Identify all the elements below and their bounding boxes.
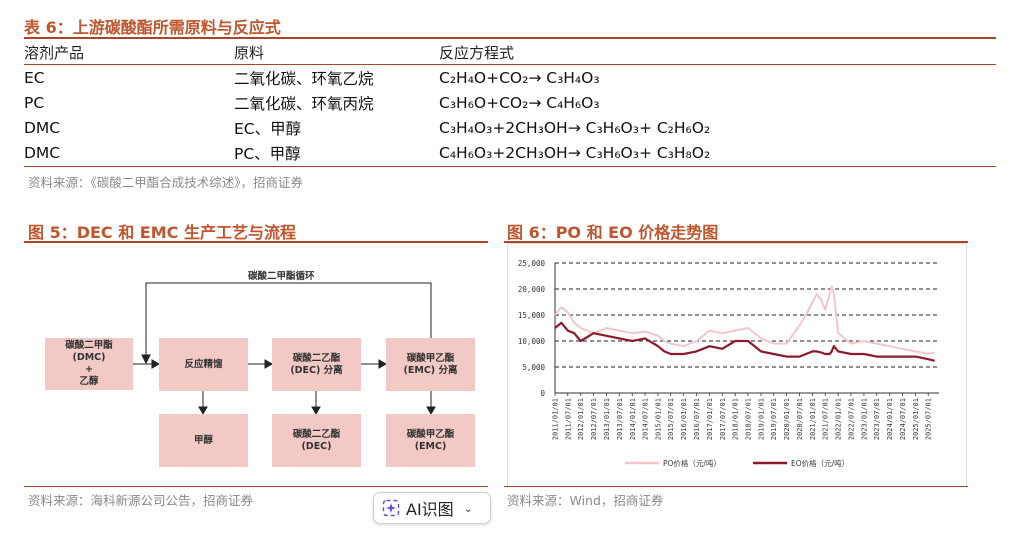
table-header-row: 溶剂产品 原料 反应方程式 [24,40,996,64]
dec-separation-box: 碳酸二乙酯 (DEC) 分离 [272,338,361,391]
arrow-head [311,406,321,416]
cell-product: DMC [24,118,61,137]
x-tick-label: 2018/07/01 [744,398,752,440]
dec-product-box: 碳酸二乙酯 (DEC) [272,414,361,467]
x-tick-label: 2018/01/01 [732,398,740,440]
x-tick-label: 2017/01/01 [706,398,714,440]
legend-label-eo: EO价格（元/吨） [791,458,849,468]
emc-separation-box: 碳酸甲乙酯 (EMC) 分离 [386,338,475,391]
arrow-head [198,406,208,416]
cell-product: DMC [24,143,61,162]
cell-materials: PC、甲醇 [234,144,301,163]
x-tick-label: 2021/07/01 [822,398,830,440]
x-tick-label: 2022/01/01 [835,398,843,440]
methanol-box: 甲醇 [159,414,248,467]
x-tick-label: 2015/01/01 [654,398,662,440]
x-tick-label: 2017/07/01 [719,398,727,440]
x-tick-label: 2020/07/01 [796,398,804,440]
arrow-head [426,406,436,416]
x-tick-label: 2015/07/01 [667,398,675,440]
figure6-top-rule [504,241,968,243]
x-tick-label: 2019/07/01 [770,398,778,440]
loop-label: 碳酸二甲酯循环 [248,271,315,282]
loop-arrowhead [141,354,151,365]
col-header-product: 溶剂产品 [24,43,85,62]
x-tick-label: 2024/07/01 [899,398,907,440]
col-header-materials: 原料 [234,43,265,62]
x-tick-label: 2025/01/01 [912,398,920,440]
table-bottom-rule [24,166,996,167]
chevron-down-icon: ⌄ [463,501,473,515]
feed-box: 碳酸二甲酯 (DMC) + 乙醇 [45,338,133,390]
x-tick-label: 2011/01/01 [552,398,560,440]
x-tick-label: 2016/07/01 [693,398,701,440]
arrow-head [378,359,388,369]
ai-button-label: AI识图 [406,500,454,519]
col-header-equation: 反应方程式 [439,43,515,62]
x-tick-label: 2020/01/01 [783,398,791,440]
figure6-bottom-rule [504,486,968,487]
x-tick-label: 2012/07/01 [590,398,598,440]
x-tick-label: 2013/07/01 [616,398,624,440]
x-tick-label: 2016/01/01 [680,398,688,440]
emc-product-box: 碳酸甲乙酯 (EMC) [386,414,475,467]
x-tick-label: 2013/01/01 [603,398,611,440]
y-tick-label: 15,000 [518,311,546,320]
y-tick-label: 0 [540,389,545,398]
table-row: PC 二氧化碳、环氧丙烷 C₃H₆O+CO₂→ C₄H₆O₃ [24,90,996,115]
figure5-source: 资料来源：海科新源公司公告，招商证券 [28,493,254,508]
figure6-source: 资料来源：Wind，招商证券 [507,493,664,508]
cell-materials: EC、甲醇 [234,119,302,138]
x-tick-label: 2021/01/01 [809,398,817,440]
x-tick-label: 2024/01/01 [886,398,894,440]
x-tick-label: 2014/01/01 [629,398,637,440]
loop-line [145,282,432,362]
figure5-bottom-rule [24,486,488,487]
table-source: 资料来源：《碳酸二甲酯合成技术综述》，招商证券 [28,175,304,190]
po-price-line [554,285,935,355]
table-title: 表 6：上游碳酸酯所需原料与反应式 [24,18,281,37]
y-tick-label: 20,000 [518,285,546,294]
x-tick-label: 2011/07/01 [564,398,572,440]
distill-box: 反应精馏 [159,338,248,391]
x-tick-label: 2025/07/01 [925,398,933,440]
table-row: DMC EC、甲醇 C₃H₄O₃+2CH₃OH→ C₃H₆O₃+ C₂H₆O₂ [24,115,996,140]
cell-materials: 二氧化碳、环氧乙烷 [234,69,374,88]
table-top-rule [24,37,996,39]
figure5-title: 图 5：DEC 和 EMC 生产工艺与流程 [28,223,296,242]
y-tick-label: 25,000 [518,259,546,268]
cell-equation: C₃H₆O+CO₂→ C₄H₆O₃ [439,93,600,112]
y-tick-label: 10,000 [518,337,546,346]
x-tick-label: 2023/01/01 [860,398,868,440]
cell-materials: 二氧化碳、环氧丙烷 [234,94,374,113]
figure6-title: 图 6：PO 和 EO 价格走势图 [507,223,719,242]
arrow-head [264,359,274,369]
reaction-table: 溶剂产品 原料 反应方程式 EC 二氧化碳、环氧乙烷 C₂H₄O+CO₂→ C₃… [24,40,996,165]
table-row: DMC PC、甲醇 C₄H₆O₃+2CH₃OH→ C₃H₆O₃+ C₃H₈O₂ [24,140,996,165]
y-tick-label: 5,000 [522,363,545,372]
figure5-top-rule [24,241,488,243]
cell-equation: C₂H₄O+CO₂→ C₃H₄O₃ [439,68,600,87]
table-row: EC 二氧化碳、环氧乙烷 C₂H₄O+CO₂→ C₃H₄O₃ [24,65,996,90]
arrow-head [151,359,161,369]
ai-sparkle-icon [382,499,400,517]
cell-product: EC [24,68,45,87]
x-tick-label: 2012/01/01 [577,398,585,440]
x-tick-label: 2023/07/01 [873,398,881,440]
eo-price-line [554,321,935,362]
legend-label-po: PO价格（元/吨） [663,458,721,468]
x-tick-label: 2019/01/01 [757,398,765,440]
ai-recognize-button[interactable]: AI识图 ⌄ [373,492,491,524]
price-chart: 0 5,000 10,000 15,000 20,000 25,000 2011/01/0… [518,259,939,468]
x-tick-label: 2014/07/01 [642,398,650,440]
cell-equation: C₃H₄O₃+2CH₃OH→ C₃H₆O₃+ C₂H₆O₂ [439,118,711,137]
cell-product: PC [24,93,45,112]
cell-equation: C₄H₆O₃+2CH₃OH→ C₃H₆O₃+ C₃H₈O₂ [439,143,711,162]
x-tick-label: 2022/07/01 [847,398,855,440]
